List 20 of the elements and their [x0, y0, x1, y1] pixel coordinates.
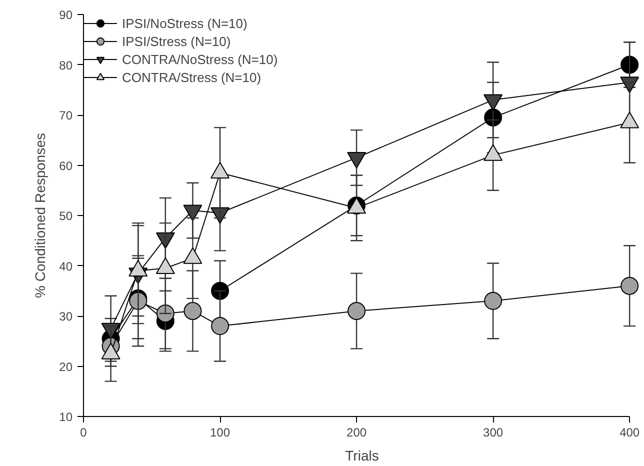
x-tick-label: 300	[483, 426, 504, 440]
y-tick-label: 40	[59, 259, 73, 274]
x-tick-label: 200	[346, 426, 367, 440]
y-tick-label: 80	[59, 58, 73, 72]
y-tick-label: 90	[59, 8, 73, 22]
y-tick-label: 50	[59, 209, 73, 223]
x-tick-label: 0	[80, 426, 88, 440]
y-axis-title: % Conditioned Responses	[32, 132, 48, 298]
y-tick-label: 30	[59, 310, 73, 324]
legend-label: CONTRA/Stress (N=10)	[122, 70, 262, 84]
y-tick-label: 20	[59, 360, 73, 374]
x-axis-title: Trials	[345, 448, 379, 464]
y-tick-label: 60	[59, 158, 73, 173]
x-tick-label: 100	[210, 426, 230, 440]
y-tick-label: 10	[59, 410, 73, 424]
legend-label: IPSI/NoStress (N=10)	[122, 16, 248, 30]
x-tick-label: 400	[620, 426, 640, 440]
legend-label: CONTRA/NoStress (N=10)	[122, 52, 278, 66]
legend-label: IPSI/Stress (N=10)	[122, 34, 231, 48]
y-tick-label: 70	[59, 108, 73, 122]
